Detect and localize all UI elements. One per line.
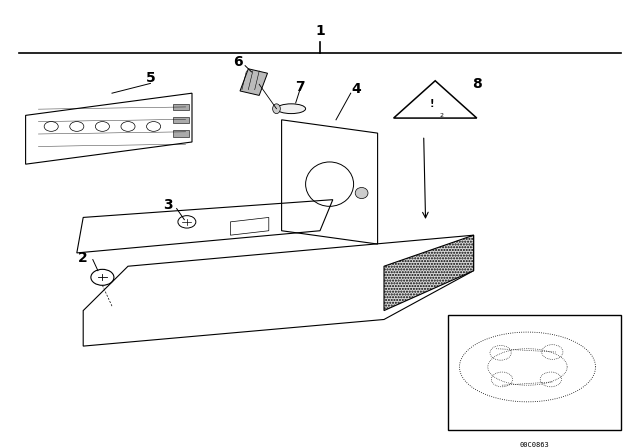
Polygon shape — [384, 235, 474, 310]
Text: 4: 4 — [351, 82, 361, 96]
Bar — [448, 315, 621, 431]
Text: 2: 2 — [440, 113, 444, 118]
Text: 3: 3 — [163, 198, 173, 212]
Text: 2: 2 — [78, 251, 88, 265]
Ellipse shape — [273, 104, 280, 114]
Polygon shape — [240, 69, 268, 95]
Ellipse shape — [355, 187, 368, 198]
Bar — [173, 130, 189, 137]
Text: 8: 8 — [472, 78, 482, 91]
Ellipse shape — [277, 104, 306, 114]
Text: 5: 5 — [145, 71, 156, 85]
Text: !: ! — [429, 99, 435, 109]
Text: 00C0863: 00C0863 — [520, 442, 549, 448]
Text: 6: 6 — [233, 55, 243, 69]
Text: 1: 1 — [315, 24, 325, 38]
Text: 7: 7 — [294, 80, 305, 94]
Bar — [173, 117, 189, 123]
Bar — [173, 104, 189, 110]
